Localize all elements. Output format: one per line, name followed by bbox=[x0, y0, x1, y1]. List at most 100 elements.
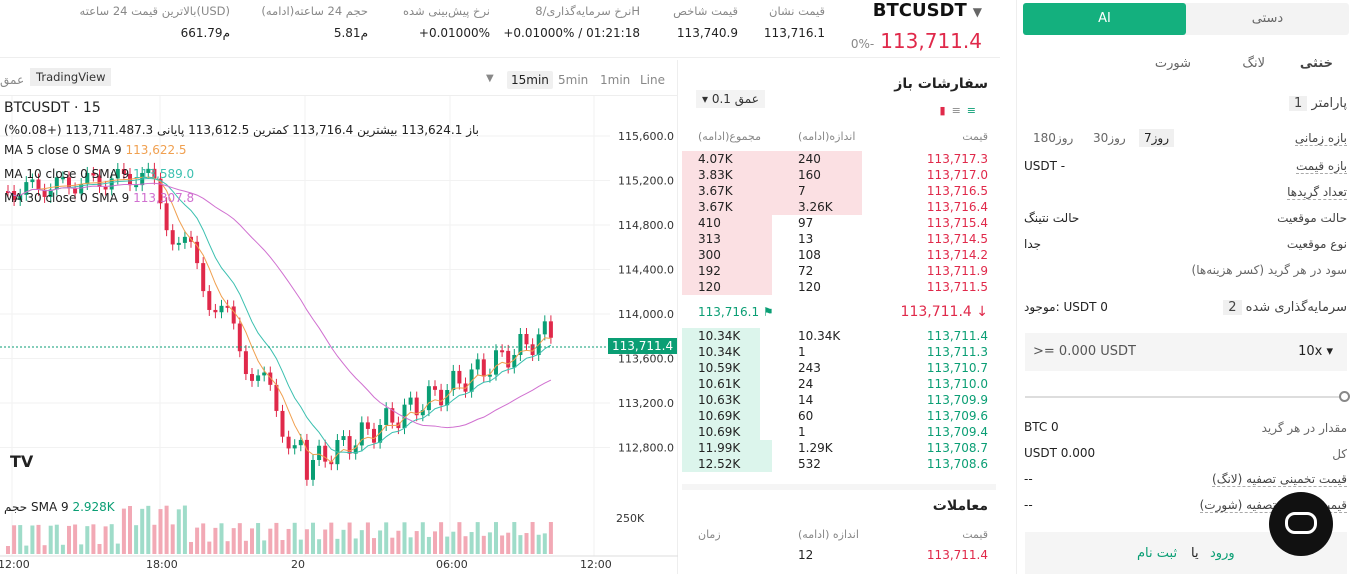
login-link[interactable]: ورود bbox=[1210, 546, 1235, 561]
volume-bar bbox=[12, 525, 17, 554]
slider-handle[interactable] bbox=[1339, 391, 1350, 402]
candle bbox=[311, 459, 315, 480]
volume-bar bbox=[146, 505, 151, 554]
ask-row[interactable]: 113,716.5 7 3.67K bbox=[682, 183, 996, 199]
bid-row[interactable]: 113,709.6 60 10.69K bbox=[682, 408, 996, 424]
ask-row[interactable]: 113,714.2 108 300 bbox=[682, 247, 996, 263]
tf-5min[interactable]: 5min bbox=[558, 73, 589, 87]
ask-row[interactable]: 113,715.4 97 410 bbox=[682, 215, 996, 231]
volume-bar bbox=[359, 530, 364, 554]
ask-row[interactable]: 113,711.9 72 192 bbox=[682, 263, 996, 279]
mode-tabs: AI دستی bbox=[1023, 3, 1349, 35]
volume-bar bbox=[445, 536, 450, 554]
volume-bar bbox=[268, 528, 273, 554]
candle bbox=[134, 185, 139, 188]
ask-row[interactable]: 113,714.5 13 313 bbox=[682, 231, 996, 247]
candle bbox=[60, 177, 65, 180]
tab-ai[interactable]: AI bbox=[1023, 3, 1186, 35]
bid-row[interactable]: 113,708.6 532 12.52K bbox=[682, 456, 996, 472]
symbol-name[interactable]: BTCUSDT bbox=[872, 0, 967, 21]
ask-row[interactable]: 113,711.5 120 120 bbox=[682, 279, 996, 295]
side-long[interactable]: لانگ bbox=[1242, 56, 1265, 71]
tf-15min[interactable]: 15min bbox=[507, 71, 553, 89]
ask-row[interactable]: 113,716.4 3.26K 3.67K bbox=[682, 199, 996, 215]
candle bbox=[225, 305, 230, 308]
ask-row[interactable]: 113,717.0 160 3.83K bbox=[682, 167, 996, 183]
range-7d[interactable]: 7روز bbox=[1139, 129, 1175, 147]
depth-button[interactable]: عمق bbox=[0, 73, 25, 87]
bid-row[interactable]: 113,709.4 1 10.69K bbox=[682, 424, 996, 440]
leverage-select[interactable]: 10x ▾ bbox=[1298, 344, 1333, 359]
chevron-down-icon[interactable]: ▼ bbox=[972, 5, 982, 19]
tf-1min[interactable]: 1min bbox=[600, 73, 631, 87]
candle bbox=[219, 305, 224, 313]
volume-bar bbox=[311, 522, 315, 554]
y-tick: 114,000.0 bbox=[618, 308, 674, 321]
candle bbox=[231, 306, 236, 324]
candle bbox=[146, 168, 151, 173]
volume-bar bbox=[115, 543, 120, 554]
candle bbox=[121, 168, 126, 174]
symbol-header[interactable]: BTCUSDT ▼ 0%- 113,711.4 bbox=[851, 0, 982, 53]
last-price: 113,711.4 bbox=[880, 29, 982, 53]
side-neutral[interactable]: خنثی bbox=[1299, 56, 1333, 71]
volume-bar bbox=[365, 522, 370, 554]
volume-bar bbox=[231, 528, 236, 554]
tab-manual[interactable]: دستی bbox=[1251, 11, 1284, 26]
candle bbox=[170, 230, 175, 245]
side-short[interactable]: شورت bbox=[1154, 56, 1191, 71]
mid-price-row: 113,711.4 ↓ 113,716.1 ⚑ bbox=[698, 304, 988, 320]
range-30d[interactable]: 30روز bbox=[1093, 131, 1126, 145]
volume-bar bbox=[329, 522, 334, 554]
y-tick: 114,800.0 bbox=[618, 219, 674, 232]
candle bbox=[182, 236, 187, 243]
candle bbox=[73, 188, 78, 194]
signup-link[interactable]: ثبت نام bbox=[1137, 546, 1178, 561]
candle bbox=[18, 194, 23, 200]
candle bbox=[97, 175, 102, 187]
volume-bar bbox=[280, 540, 285, 554]
candles-canvas[interactable]: 115,600.0 115,200.0 114,800.0 114,400.0 114,… bbox=[0, 96, 678, 574]
chat-icon bbox=[1285, 512, 1317, 534]
candle bbox=[298, 439, 303, 446]
price-chart[interactable]: عمق TradingView ▼ 15min 5min 1min Line 1… bbox=[0, 60, 678, 574]
bid-row[interactable]: 113,708.7 1.29K 11.99K bbox=[682, 440, 996, 456]
candle bbox=[158, 178, 163, 204]
order-book: سفارشات باز ▾ عمق 0.1 ▮≡≡ قیمت اندازه(اد… bbox=[682, 60, 996, 480]
bid-row[interactable]: 113,711.4 10.34K 10.34K bbox=[682, 328, 996, 344]
chevron-down-icon[interactable]: ▼ bbox=[486, 73, 494, 84]
amount-input[interactable]: >= 0.000 USDT 10x ▾ bbox=[1025, 333, 1347, 371]
depth-select[interactable]: ▾ عمق 0.1 bbox=[696, 90, 765, 108]
amount-slider[interactable] bbox=[1025, 396, 1341, 398]
y-tick: 113,200.0 bbox=[618, 397, 674, 410]
volume-bar bbox=[426, 536, 431, 554]
stat-high: بالاترین قیمت 24 ساعته(USD) 661.79م bbox=[79, 4, 230, 40]
bid-row[interactable]: 113,710.7 243 10.59K bbox=[682, 360, 996, 376]
candle bbox=[286, 436, 291, 449]
candle bbox=[201, 263, 206, 292]
tf-line[interactable]: Line bbox=[640, 73, 666, 87]
bid-row[interactable]: 113,711.3 1 10.34K bbox=[682, 344, 996, 360]
candle bbox=[304, 439, 309, 480]
tradingview-badge[interactable]: TradingView bbox=[30, 68, 112, 86]
volume-bar bbox=[182, 505, 187, 554]
volume-bar bbox=[213, 527, 218, 554]
volume-bar bbox=[195, 527, 200, 554]
ask-row[interactable]: 113,717.3 240 4.07K bbox=[682, 151, 996, 167]
volume-bar bbox=[457, 522, 462, 554]
bid-row[interactable]: 113,710.0 24 10.61K bbox=[682, 376, 996, 392]
candle bbox=[103, 186, 108, 190]
candle bbox=[262, 372, 267, 376]
chat-button[interactable] bbox=[1269, 492, 1333, 556]
range-180d[interactable]: 180روز bbox=[1033, 131, 1074, 145]
bid-row[interactable]: 113,709.9 14 10.63K bbox=[682, 392, 996, 408]
volume-bar bbox=[518, 535, 523, 554]
candle bbox=[384, 408, 389, 425]
book-view-icons[interactable]: ▮≡≡ bbox=[939, 104, 982, 117]
volume-bar bbox=[256, 523, 261, 554]
volume-bar bbox=[128, 506, 132, 554]
volume-bar bbox=[97, 543, 102, 554]
volume-bar bbox=[42, 545, 47, 554]
x-tick: 12:00 bbox=[0, 558, 30, 571]
candle bbox=[341, 436, 346, 441]
